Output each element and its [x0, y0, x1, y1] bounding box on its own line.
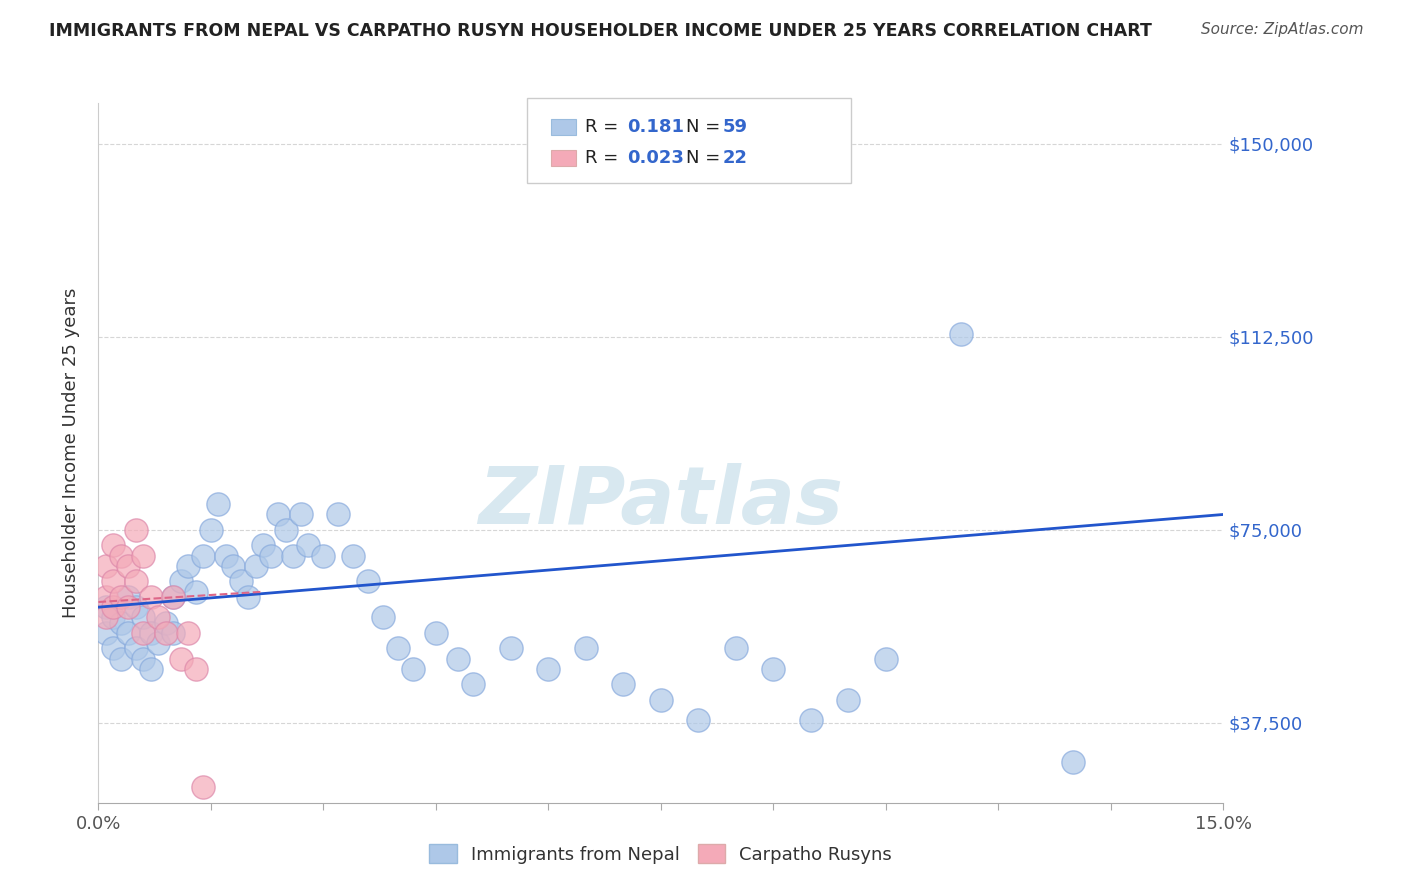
Point: [245, 558, 267, 573]
Point: [215, 549, 238, 563]
Text: R =: R =: [585, 118, 624, 136]
Point: [103, 574, 125, 589]
Text: IMMIGRANTS FROM NEPAL VS CARPATHO RUSYN HOUSEHOLDER INCOME UNDER 25 YEARS CORREL: IMMIGRANTS FROM NEPAL VS CARPATHO RUSYN …: [49, 22, 1152, 40]
Point: [103, 641, 125, 656]
Point: [252, 538, 274, 552]
Point: [193, 780, 215, 795]
Text: R =: R =: [585, 149, 624, 167]
Point: [94, 600, 117, 615]
Point: [312, 549, 335, 563]
Point: [612, 677, 634, 691]
Point: [283, 549, 305, 563]
Point: [132, 549, 155, 563]
Point: [162, 590, 184, 604]
Y-axis label: Householder Income Under 25 years: Householder Income Under 25 years: [62, 287, 80, 618]
Point: [117, 626, 139, 640]
Point: [184, 662, 207, 676]
Point: [148, 610, 170, 624]
Point: [260, 549, 283, 563]
Point: [402, 662, 425, 676]
Point: [387, 641, 409, 656]
Point: [139, 590, 162, 604]
Point: [125, 641, 148, 656]
Point: [103, 610, 125, 624]
Point: [94, 558, 117, 573]
Point: [117, 600, 139, 615]
Point: [132, 610, 155, 624]
Point: [125, 574, 148, 589]
Point: [193, 549, 215, 563]
Point: [762, 662, 785, 676]
Point: [447, 651, 470, 665]
Point: [297, 538, 319, 552]
Point: [139, 662, 162, 676]
Point: [207, 497, 229, 511]
Point: [155, 626, 177, 640]
Point: [267, 508, 290, 522]
Text: ZIPatlas: ZIPatlas: [478, 463, 844, 541]
Point: [103, 538, 125, 552]
Point: [357, 574, 380, 589]
Point: [162, 590, 184, 604]
Point: [132, 626, 155, 640]
Point: [1062, 755, 1084, 769]
Point: [342, 549, 364, 563]
Point: [132, 651, 155, 665]
Point: [229, 574, 252, 589]
Point: [837, 693, 859, 707]
Point: [724, 641, 747, 656]
Point: [139, 626, 162, 640]
Point: [170, 651, 193, 665]
Point: [800, 714, 823, 728]
Point: [463, 677, 485, 691]
Point: [94, 626, 117, 640]
Point: [650, 693, 672, 707]
Point: [94, 590, 117, 604]
Point: [537, 662, 560, 676]
Point: [110, 615, 132, 630]
Text: 59: 59: [723, 118, 748, 136]
Point: [103, 600, 125, 615]
Point: [328, 508, 350, 522]
Point: [170, 574, 193, 589]
Point: [110, 651, 132, 665]
Point: [875, 651, 897, 665]
Point: [425, 626, 447, 640]
Point: [125, 600, 148, 615]
Point: [222, 558, 245, 573]
Text: 22: 22: [723, 149, 748, 167]
Point: [373, 610, 395, 624]
Point: [117, 590, 139, 604]
Point: [162, 626, 184, 640]
Point: [499, 641, 522, 656]
Point: [177, 626, 200, 640]
Text: N =: N =: [686, 149, 725, 167]
Point: [238, 590, 260, 604]
Text: Source: ZipAtlas.com: Source: ZipAtlas.com: [1201, 22, 1364, 37]
Legend: Immigrants from Nepal, Carpatho Rusyns: Immigrants from Nepal, Carpatho Rusyns: [422, 837, 900, 871]
Point: [110, 590, 132, 604]
Point: [110, 549, 132, 563]
Point: [575, 641, 598, 656]
Point: [290, 508, 312, 522]
Point: [117, 558, 139, 573]
Point: [125, 523, 148, 537]
Point: [155, 615, 177, 630]
Text: 0.181: 0.181: [627, 118, 685, 136]
Point: [200, 523, 222, 537]
Point: [688, 714, 710, 728]
Point: [177, 558, 200, 573]
Point: [184, 584, 207, 599]
Point: [949, 327, 972, 342]
Text: 0.023: 0.023: [627, 149, 683, 167]
Point: [94, 610, 117, 624]
Point: [148, 636, 170, 650]
Text: N =: N =: [686, 118, 725, 136]
Point: [274, 523, 297, 537]
